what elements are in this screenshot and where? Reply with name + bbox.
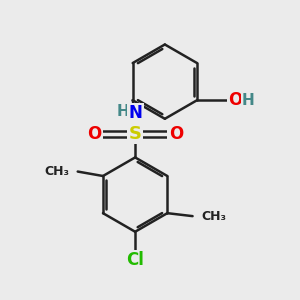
Text: S: S [129,125,142,143]
Text: O: O [169,125,183,143]
Text: Cl: Cl [126,251,144,269]
Text: N: N [129,104,143,122]
Text: H: H [116,104,129,119]
Text: H: H [242,93,254,108]
Text: O: O [87,125,101,143]
Text: CH₃: CH₃ [44,165,69,178]
Text: O: O [229,91,243,109]
Text: CH₃: CH₃ [201,210,226,223]
